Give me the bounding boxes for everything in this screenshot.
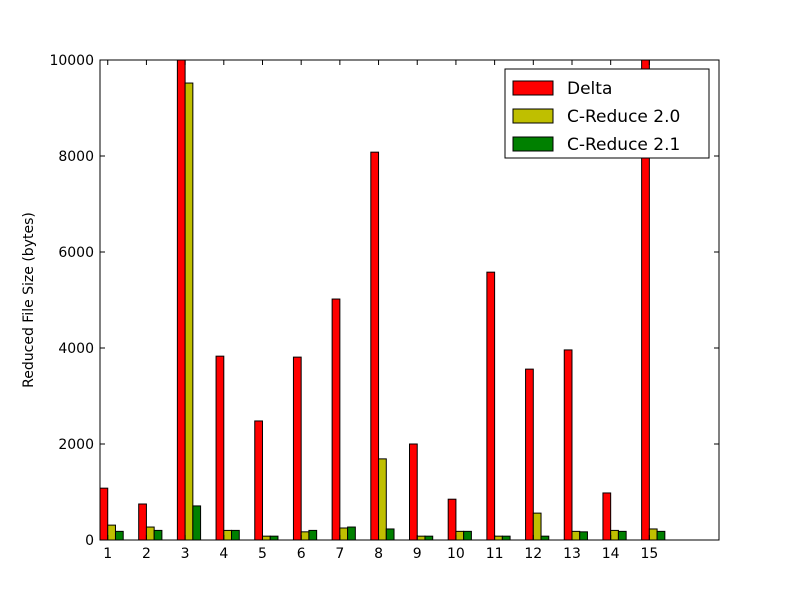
x-tick-label: 4 — [219, 546, 228, 562]
bar — [145, 526, 155, 540]
x-tick-label: 15 — [640, 546, 658, 562]
bar — [409, 443, 418, 540]
x-tick-label: 12 — [524, 546, 542, 562]
legend-swatch — [512, 80, 554, 96]
x-tick-label: 14 — [602, 546, 620, 562]
bar — [261, 535, 271, 540]
x-tick-label: 9 — [413, 546, 422, 562]
y-tick-label: 6000 — [58, 245, 94, 261]
bar — [292, 356, 302, 540]
bar — [114, 530, 124, 540]
bar — [532, 512, 542, 540]
bar — [610, 529, 619, 540]
bar — [269, 535, 279, 540]
x-tick-label: 7 — [335, 546, 344, 562]
x-tick-label: 11 — [486, 546, 504, 562]
bar — [184, 82, 194, 540]
x-tick-label: 5 — [258, 546, 267, 562]
bar — [138, 503, 147, 540]
bar — [602, 492, 612, 540]
bar — [501, 535, 511, 540]
bar — [107, 524, 116, 540]
x-tick-label: 8 — [374, 546, 383, 562]
bar — [424, 535, 434, 540]
bar — [223, 529, 233, 540]
bar — [648, 528, 658, 540]
bar — [331, 298, 341, 540]
bar — [447, 498, 457, 540]
bar — [339, 527, 349, 540]
y-axis-label: Reduced File Size (bytes) — [21, 212, 37, 388]
bar — [153, 529, 163, 540]
x-tick-label: 2 — [142, 546, 151, 562]
bar — [463, 530, 472, 540]
bar — [100, 487, 109, 540]
bar — [579, 531, 588, 540]
x-tick-label: 1 — [103, 546, 112, 562]
legend-swatch — [512, 136, 554, 152]
bar — [370, 151, 380, 540]
bar — [525, 368, 534, 540]
x-tick-label: 13 — [563, 546, 581, 562]
y-tick-label: 4000 — [58, 341, 94, 357]
bar — [254, 420, 263, 540]
legend-label: C-Reduce 2.0 — [567, 107, 680, 127]
y-tick-label: 0 — [85, 533, 94, 549]
bar — [308, 529, 318, 540]
legend-swatch — [512, 108, 554, 124]
plot-frame — [99, 59, 720, 541]
bar — [486, 271, 496, 540]
legend: Delta C-Reduce 2.0 C-Reduce 2.1 — [504, 68, 710, 159]
x-tick-label: 6 — [297, 546, 306, 562]
bar — [617, 530, 627, 540]
bar — [385, 528, 395, 540]
bar — [215, 355, 225, 540]
bar — [455, 530, 465, 540]
bar — [494, 535, 503, 540]
y-tick-label: 2000 — [58, 437, 94, 453]
legend-label: C-Reduce 2.1 — [567, 135, 680, 155]
bar — [300, 531, 310, 540]
bar — [656, 530, 666, 540]
x-tick-label: 10 — [447, 546, 465, 562]
x-tick-label: 3 — [181, 546, 190, 562]
bar — [378, 458, 387, 540]
bar — [347, 526, 356, 540]
legend-label: Delta — [567, 79, 612, 99]
bar — [540, 535, 550, 540]
bar — [571, 530, 581, 540]
bar — [641, 60, 650, 540]
y-tick-label: 8000 — [58, 149, 94, 165]
bar — [563, 349, 573, 540]
bar — [416, 535, 426, 540]
bar — [231, 529, 240, 540]
bar — [192, 505, 202, 540]
y-tick-label: 10000 — [49, 53, 94, 69]
bar — [176, 60, 186, 540]
